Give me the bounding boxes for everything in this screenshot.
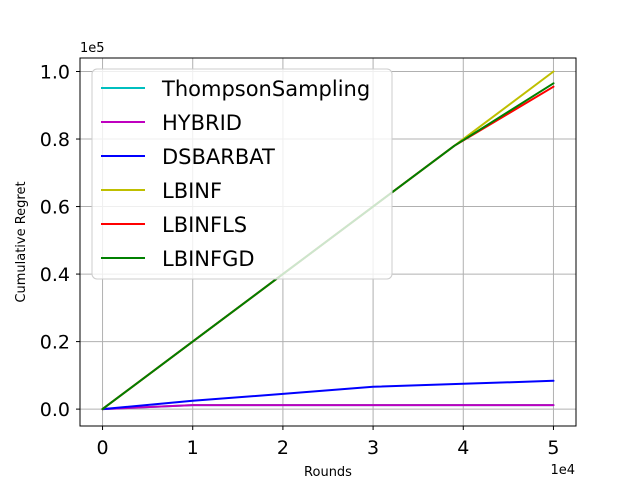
- x-offset-label: 1e4: [550, 463, 575, 478]
- legend-label: LBINF: [162, 179, 222, 203]
- legend-label: LBINFLS: [162, 213, 247, 237]
- x-tick-label: 5: [547, 437, 559, 459]
- x-tick-label: 1: [187, 437, 199, 459]
- legend-label: DSBARBAT: [162, 145, 275, 169]
- plot-area-frame: [79, 57, 577, 427]
- x-tick-label: 0: [96, 437, 108, 459]
- y-tick-label: 0.4: [40, 264, 70, 286]
- x-axis-label: Rounds: [304, 465, 352, 480]
- y-tick-label: 0.2: [40, 332, 70, 354]
- y-offset-label: 1e5: [80, 41, 105, 56]
- x-tick-label: 4: [457, 437, 469, 459]
- legend-box: [91, 68, 393, 280]
- legend-label: ThompsonSampling: [161, 77, 370, 101]
- y-axis-label: Cumulative Regret: [14, 181, 29, 302]
- series-line-dsbarbat: [101, 379, 555, 411]
- legend-entries: ThompsonSampling HYBRID DSBARBAT LBINF LBINF…: [101, 77, 370, 271]
- legend: ThompsonSampling HYBRID DSBARBAT LBINF LBINF…: [91, 68, 393, 280]
- axis-ticks: 0 1 2 3 4 5 0.0 0.2 0.4 0.6 0.8 1.0: [40, 62, 560, 459]
- series-line-hybrid: [101, 404, 555, 411]
- y-tick-label: 0.6: [40, 197, 70, 219]
- legend-label: HYBRID: [162, 111, 242, 135]
- y-tick-label: 0.0: [40, 399, 70, 421]
- y-tick-label: 1.0: [40, 62, 70, 84]
- y-tick-label: 0.8: [40, 129, 70, 151]
- x-tick-label: 3: [367, 437, 379, 459]
- x-tick-label: 2: [277, 437, 289, 459]
- legend-label: LBINFGD: [162, 247, 255, 271]
